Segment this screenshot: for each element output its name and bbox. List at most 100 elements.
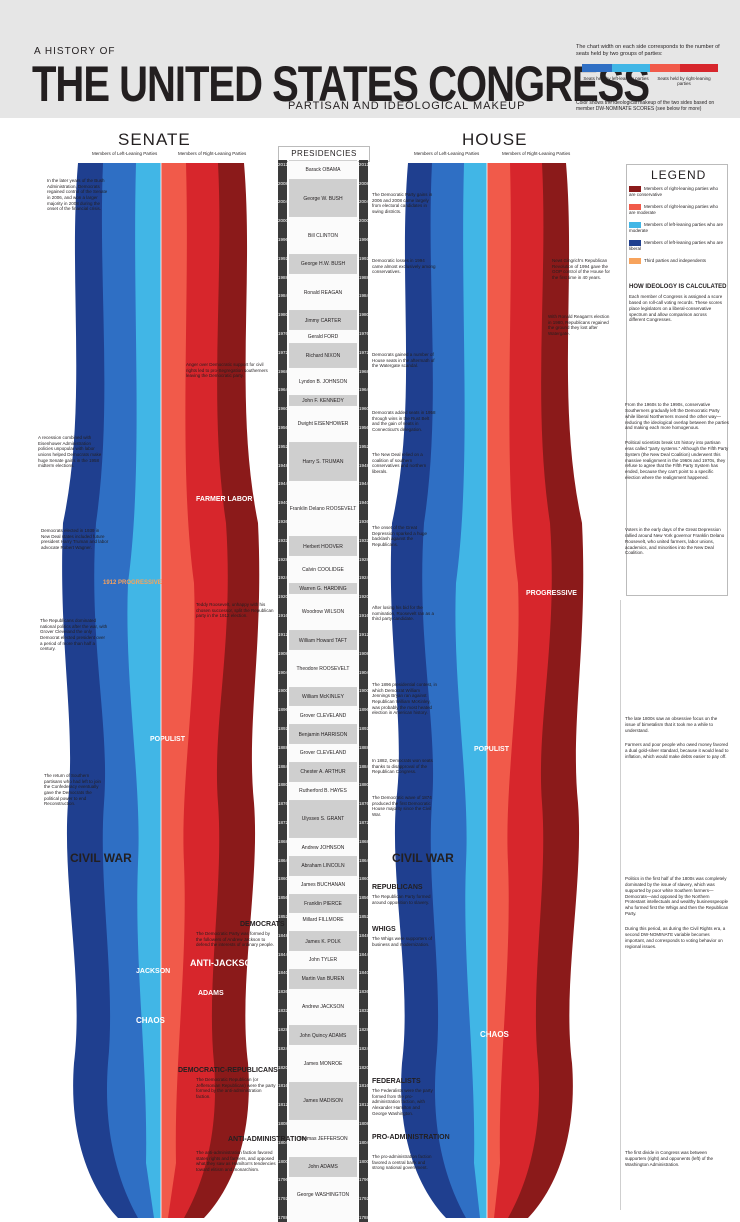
president-block: James MONROE <box>289 1044 357 1083</box>
senate-era-democrats: DEMOCRATS <box>240 921 285 928</box>
president-name: Grover CLEVELAND <box>299 712 347 719</box>
ruler-year-label: 1792 <box>278 1196 289 1202</box>
president-name: Rutherford B. HAYES <box>299 788 347 795</box>
president-name: William Howard TAFT <box>298 637 348 644</box>
president-name: James MADISON <box>303 1098 343 1105</box>
president-block: Ulysses S. GRANT <box>289 799 357 839</box>
ruler-year-label: 1804 <box>278 1139 289 1145</box>
era-jackson: JACKSON <box>136 968 171 975</box>
ruler-year-label: 1912 <box>359 631 370 637</box>
kicker: A HISTORY OF <box>34 46 116 57</box>
legend-item: Members of left-leaning parties who are … <box>629 239 724 251</box>
ruler-year-label: 2012 <box>278 161 289 167</box>
house-note-11: In 1882, Democrats won seats thanks to d… <box>372 758 433 775</box>
ruler-year-label: 1976 <box>359 330 370 336</box>
president-name: Gerald FORD <box>307 334 339 341</box>
president-block: George WASHINGTON <box>289 1175 357 1215</box>
president-block: Woodrow WILSON <box>289 592 357 632</box>
ruler-year-label: 1876 <box>278 801 289 807</box>
ruler-year-label: 1996 <box>359 236 370 242</box>
year-ruler-right <box>359 160 368 1222</box>
president-block: Thomas JEFFERSON <box>289 1119 357 1158</box>
senate-note-4: Democrats elected in 1939 in New Deal st… <box>41 528 109 550</box>
president-name: Martin Van BUREN <box>301 976 345 983</box>
house-note-1: The Democratic Party gains in 2006 and 2… <box>372 192 433 214</box>
president-name: Barack OBAMA <box>305 167 341 174</box>
house-era-federalists: FEDERALISTS <box>372 1078 421 1085</box>
ruler-year-label: 1860 <box>359 876 370 882</box>
house-note-5: Democrats gained a number of House seats… <box>372 352 435 369</box>
president-block: Millard FILLMORE <box>289 912 357 927</box>
president-block: James MADISON <box>289 1081 357 1121</box>
ruler-year-label: 2008 <box>359 180 370 186</box>
ruler-year-label: 1984 <box>278 293 289 299</box>
president-name: Richard NIXON <box>305 353 341 360</box>
president-block: Richard NIXON <box>289 343 357 368</box>
ruler-year-label: 1836 <box>278 989 289 995</box>
ruler-year-label: 1796 <box>278 1177 289 1183</box>
page-subtitle: PARTISAN AND IDEOLOGICAL MAKEUP <box>288 100 526 112</box>
legend-how-text: Each member of Congress is assigned a sc… <box>629 294 723 323</box>
ruler-year-label: 1800 <box>359 1158 370 1164</box>
president-name: George H.W. BUSH <box>300 261 346 268</box>
ruler-year-label: 1928 <box>278 556 289 562</box>
ruler-year-label: 1808 <box>278 1120 289 1126</box>
ruler-year-label: 1908 <box>278 650 289 656</box>
ruler-year-label: 1924 <box>359 575 370 581</box>
era-populist-house: POPULIST <box>474 746 510 753</box>
ruler-year-label: 1800 <box>278 1158 289 1164</box>
president-name: Franklin PIERCE <box>304 900 342 907</box>
ruler-year-label: 1824 <box>278 1045 289 1051</box>
ruler-year-label: 1948 <box>359 462 370 468</box>
key-left-label: Seats held by left-leaning parties <box>583 76 649 81</box>
right-text-8: The first divide in Congress was between… <box>625 1150 714 1167</box>
president-name: John Quincy ADAMS <box>299 1032 347 1039</box>
legend-items: Members of right-leaning parties who are… <box>629 186 725 270</box>
ruler-year-label: 1960 <box>359 406 370 412</box>
ruler-year-label: 1820 <box>359 1064 370 1070</box>
ruler-year-label: 2012 <box>359 161 370 167</box>
era-civil-war-house: CIVIL WAR <box>392 851 454 865</box>
swatch-icon <box>629 221 641 228</box>
key-bar <box>582 64 718 72</box>
ruler-year-label: 1996 <box>278 236 289 242</box>
ruler-year-label: 1816 <box>278 1083 289 1089</box>
senate-note-6: The Republicans dominated national polit… <box>40 618 108 652</box>
ruler-year-label: 1892 <box>359 725 370 731</box>
senate-note-3: A recession combined with Eisenhower Adm… <box>38 435 102 469</box>
house-era-whigs: WHIGS <box>372 926 396 933</box>
president-name: John F. KENNEDY <box>302 397 344 404</box>
legend-panel <box>626 164 728 596</box>
president-block: Franklin PIERCE <box>289 893 357 914</box>
president-block: Martin Van BUREN <box>289 968 357 989</box>
ruler-year-label: 1808 <box>359 1120 370 1126</box>
swatch-icon <box>629 186 641 192</box>
ruler-year-label: 1856 <box>278 895 289 901</box>
house-note-12: The Democratic wave of 1874 produced the… <box>372 795 432 817</box>
senate-note-1: In the later years of the Bush Administr… <box>47 178 108 212</box>
ruler-year-label: 1968 <box>359 368 370 374</box>
right-text-3: Voters in the early days of the Great De… <box>625 527 725 556</box>
president-block: William Howard TAFT <box>289 630 357 651</box>
ruler-year-label: 1872 <box>278 820 289 825</box>
page-title: THE UNITED STATES CONGRESS <box>32 57 650 112</box>
swatch-icon <box>629 239 641 246</box>
president-name: James BUCHANAN <box>300 882 346 889</box>
right-text-4: The late 1800s saw an obsessive focus on… <box>625 716 718 733</box>
ruler-year-label: 1864 <box>359 857 370 863</box>
president-block: John Quincy ADAMS <box>289 1025 357 1045</box>
ruler-year-label: 1832 <box>359 1008 370 1014</box>
ruler-year-label: 1888 <box>278 744 289 750</box>
president-block: Warren G. HARDING <box>289 583 357 594</box>
president-block: Franklin Delano ROOSEVELT <box>289 479 357 537</box>
president-block: Calvin COOLIDGE <box>289 554 357 584</box>
president-block: Dwight EISENHOWER <box>289 404 357 444</box>
ruler-year-label: 1860 <box>278 876 289 882</box>
ruler-year-label: 1952 <box>359 443 370 449</box>
house-chart <box>390 163 584 1218</box>
ruler-year-label: 1840 <box>359 970 370 976</box>
president-name: Benjamin HARRISON <box>298 731 348 738</box>
ruler-year-label: 1856 <box>359 895 370 901</box>
ruler-year-label: 1984 <box>359 293 370 299</box>
president-name: George WASHINGTON <box>296 1192 350 1199</box>
